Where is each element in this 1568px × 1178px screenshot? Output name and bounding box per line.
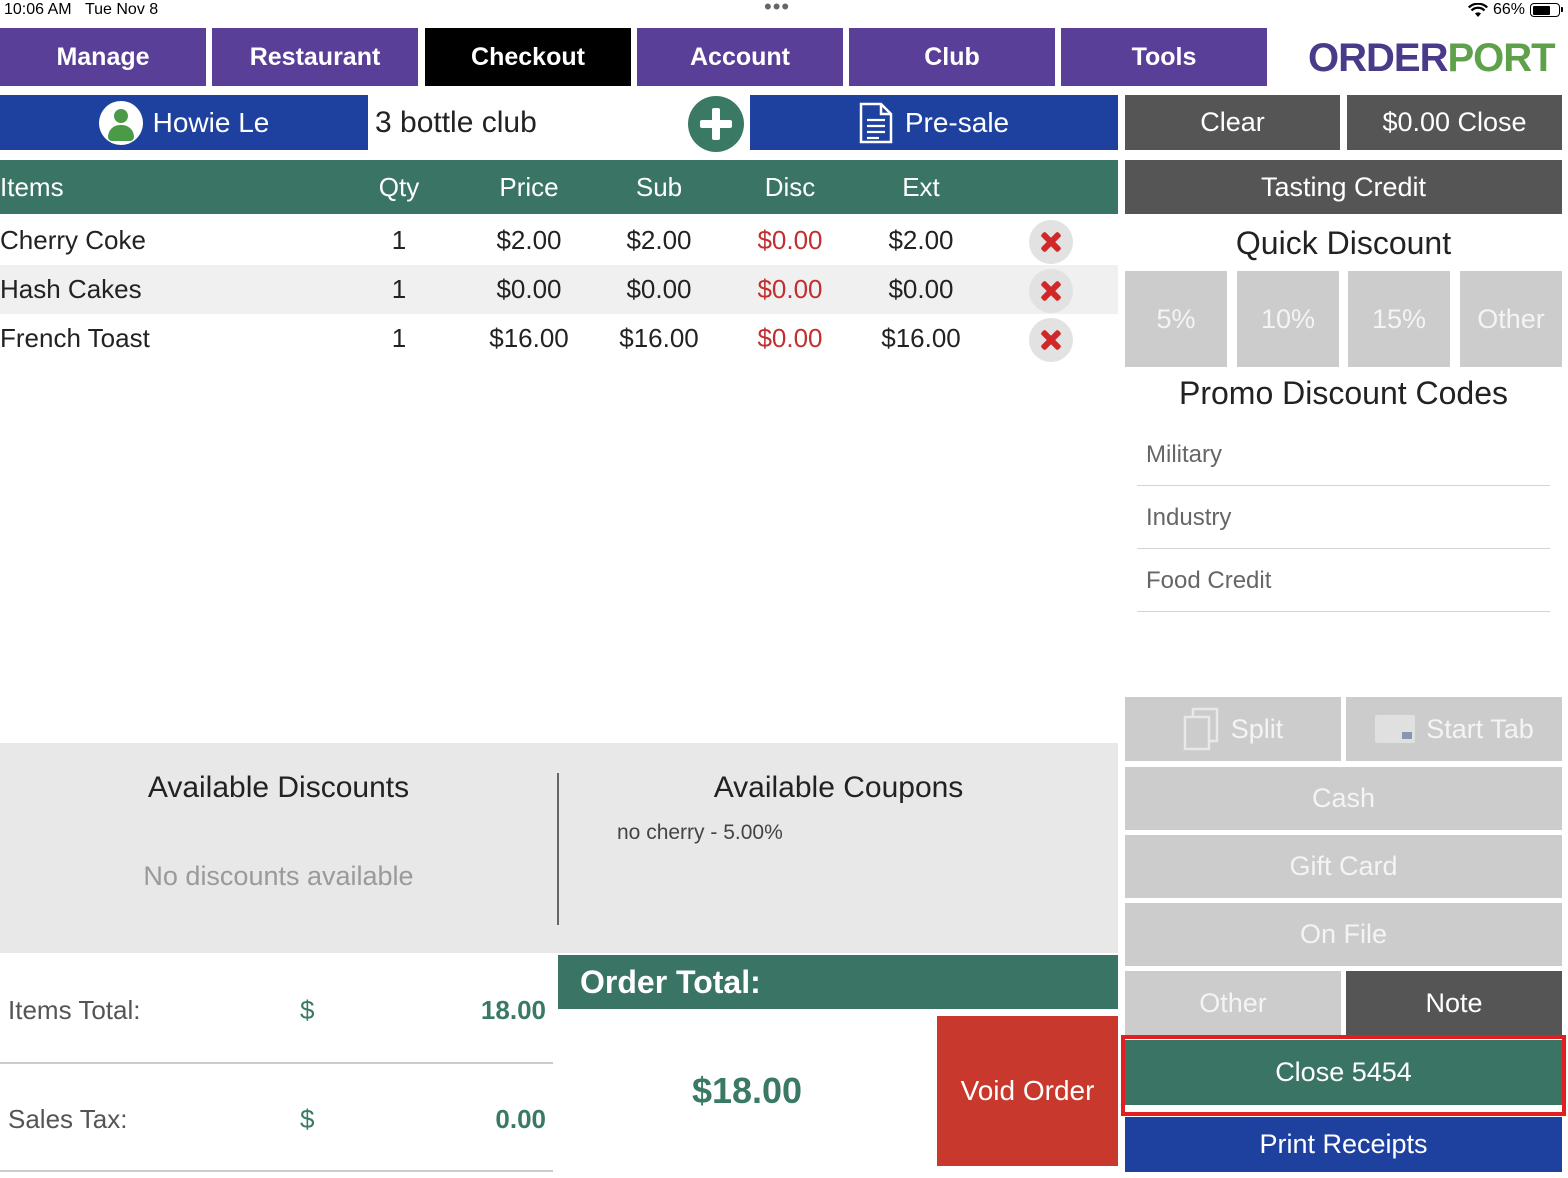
add-plus-icon[interactable] [688, 96, 744, 152]
logo-text: ORDERPORT [1308, 35, 1556, 80]
items-table-header: Items Qty Price Sub Disc Ext [0, 160, 1118, 214]
totals-divider [0, 1062, 553, 1064]
quick-discount-title: Quick Discount [1235, 225, 1452, 261]
gift-card-button[interactable]: Gift Card [1125, 835, 1562, 898]
remove-item-icon[interactable] [1029, 318, 1073, 362]
presale-label: Pre-sale [904, 106, 1010, 138]
row-qty: 1 [391, 225, 407, 255]
status-time: 10:06 AM Tue Nov 8 [4, 1, 159, 18]
customer-button[interactable]: Howie Le [0, 95, 368, 150]
promo-code-industry[interactable]: Industry [1137, 487, 1550, 549]
row-disc: $0.00 [757, 225, 823, 255]
sales-tax-label: Sales Tax: [8, 1104, 128, 1134]
quick-discount-other[interactable]: Other [1460, 271, 1562, 367]
header-ext: Ext [902, 171, 940, 202]
split-button[interactable]: Split [1125, 697, 1341, 761]
other-payment-button[interactable]: Other [1125, 971, 1341, 1035]
start-tab-label: Start Tab [1426, 713, 1534, 744]
row-ext: $2.00 [888, 225, 954, 255]
note-button[interactable]: Note [1346, 971, 1562, 1035]
items-total-currency: $ [300, 995, 315, 1025]
row-price: $2.00 [496, 225, 562, 255]
sales-tax-currency: $ [300, 1104, 315, 1134]
row-sub: $16.00 [619, 323, 699, 353]
items-total-label: Items Total: [8, 995, 141, 1025]
available-coupons-title: Available Coupons [713, 771, 964, 804]
totals-divider [0, 1170, 553, 1172]
items-total-value: 18.00 [480, 995, 546, 1025]
document-icon [859, 102, 893, 143]
zero-close-button[interactable]: $0.00 Close [1347, 95, 1562, 150]
on-file-button[interactable]: On File [1125, 903, 1562, 966]
copy-icon [1183, 707, 1218, 751]
row-qty: 1 [391, 274, 407, 304]
tab-manage[interactable]: Manage [0, 28, 206, 86]
header-price: Price [499, 171, 559, 202]
row-sub: $0.00 [626, 274, 692, 304]
close-order-button[interactable]: Close 5454 [1125, 1040, 1562, 1105]
remove-item-icon[interactable] [1029, 220, 1073, 264]
battery-icon [1530, 3, 1563, 17]
quick-discount-15[interactable]: 15% [1348, 271, 1450, 367]
user-avatar-icon [98, 100, 143, 145]
split-label: Split [1230, 713, 1284, 744]
quick-discount-10[interactable]: 10% [1237, 271, 1339, 367]
available-discounts-title: Available Discounts [147, 771, 410, 804]
card-icon [1375, 715, 1416, 743]
sales-tax-value: 0.00 [495, 1104, 546, 1134]
tab-account[interactable]: Account [637, 28, 843, 86]
header-qty: Qty [378, 171, 420, 202]
row-item: French Toast [0, 323, 150, 353]
print-receipts-button[interactable]: Print Receipts [1125, 1117, 1562, 1172]
order-total-header: Order Total: [558, 955, 1118, 1009]
coupon-item[interactable]: no cherry - 5.00% [617, 821, 783, 844]
void-order-button[interactable]: Void Order [937, 1016, 1118, 1166]
status-bar: 10:06 AM Tue Nov 8 ••• 66% [0, 0, 1568, 22]
table-row[interactable]: Hash Cakes 1 $0.00 $0.00 $0.00 $0.00 [0, 265, 1118, 314]
promo-code-food-credit[interactable]: Food Credit [1137, 550, 1550, 612]
multitask-dots[interactable]: ••• [764, 0, 791, 19]
quick-discount-5[interactable]: 5% [1125, 271, 1227, 367]
remove-item-icon[interactable] [1029, 269, 1073, 313]
header-disc: Disc [764, 171, 816, 202]
wifi-icon [1467, 2, 1488, 17]
panel-divider [557, 773, 559, 925]
row-disc: $0.00 [757, 323, 823, 353]
row-ext: $16.00 [881, 323, 961, 353]
header-items: Items [0, 171, 64, 202]
no-discounts-text: No discounts available [143, 861, 414, 891]
clear-button[interactable]: Clear [1125, 95, 1340, 150]
row-qty: 1 [391, 323, 407, 353]
promo-code-military[interactable]: Military [1137, 424, 1550, 486]
tab-club[interactable]: Club [849, 28, 1055, 86]
tab-restaurant[interactable]: Restaurant [212, 28, 418, 86]
header-sub: Sub [635, 171, 683, 202]
cash-button[interactable]: Cash [1125, 767, 1562, 830]
customer-name: Howie Le [152, 106, 270, 138]
tab-tools[interactable]: Tools [1061, 28, 1267, 86]
order-total-value: $18.00 [691, 1070, 803, 1111]
row-item: Cherry Coke [0, 225, 146, 255]
club-name: 3 bottle club [375, 106, 537, 139]
row-disc: $0.00 [757, 274, 823, 304]
row-item: Hash Cakes [0, 274, 142, 304]
row-ext: $0.00 [888, 274, 954, 304]
row-price: $0.00 [496, 274, 562, 304]
discounts-panel: Available Discounts No discounts availab… [0, 743, 1118, 953]
tab-checkout[interactable]: Checkout [425, 28, 631, 86]
tasting-credit-button[interactable]: Tasting Credit [1125, 160, 1562, 214]
row-sub: $2.00 [626, 225, 692, 255]
status-right: 66% [1467, 1, 1563, 19]
table-row[interactable]: Cherry Coke 1 $2.00 $2.00 $0.00 $2.00 [0, 216, 1118, 265]
orderport-logo: ORDERPORT [1300, 30, 1556, 86]
start-tab-button[interactable]: Start Tab [1346, 697, 1562, 761]
battery-percent: 66% [1492, 1, 1525, 18]
row-price: $16.00 [489, 323, 569, 353]
table-row[interactable]: French Toast 1 $16.00 $16.00 $0.00 $16.0… [0, 314, 1118, 363]
promo-codes-title: Promo Discount Codes [1178, 375, 1509, 411]
presale-button[interactable]: Pre-sale [750, 95, 1118, 150]
